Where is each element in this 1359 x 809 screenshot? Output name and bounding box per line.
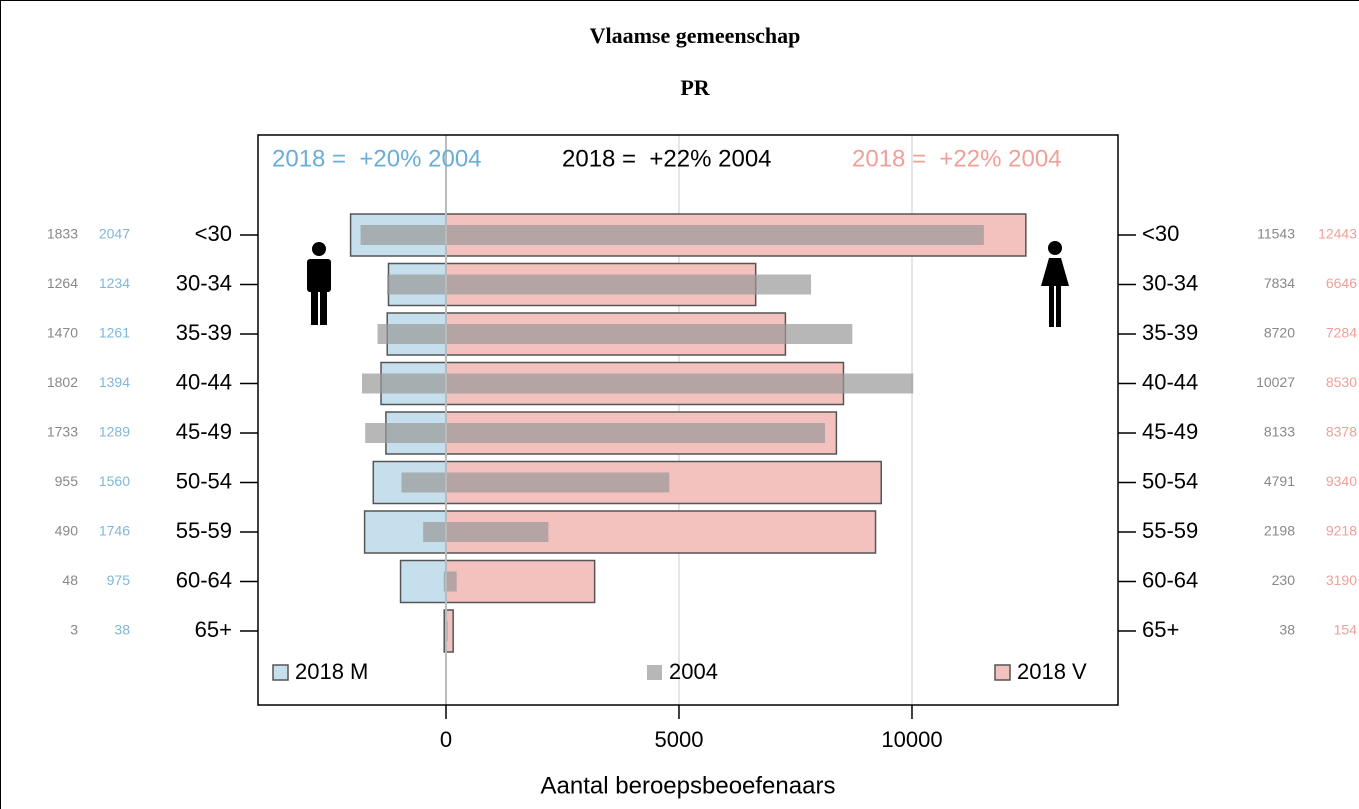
legend-swatch bbox=[272, 664, 289, 681]
data-label: 490 bbox=[55, 523, 79, 539]
data-label: 2047 bbox=[99, 226, 130, 242]
legend-label: 2004 bbox=[669, 659, 718, 684]
data-label: 10027 bbox=[1256, 374, 1295, 390]
y-tick-label: 65+ bbox=[195, 617, 232, 642]
bar-2004-m bbox=[401, 472, 446, 493]
data-label: 4791 bbox=[1264, 473, 1295, 489]
y-tick-label: 60-64 bbox=[176, 567, 232, 592]
data-label: 1746 bbox=[99, 523, 130, 539]
bar-2004-v bbox=[445, 324, 853, 344]
data-label: 1470 bbox=[47, 325, 78, 341]
bar-2018-v bbox=[445, 559, 596, 604]
data-label: 1833 bbox=[47, 226, 78, 242]
y-tick-label: 40-44 bbox=[1142, 369, 1198, 394]
bar-2004-m bbox=[362, 373, 446, 394]
y-tick-label: 45-49 bbox=[176, 419, 232, 444]
data-label: 8378 bbox=[1326, 424, 1357, 440]
data-label: 3190 bbox=[1326, 572, 1357, 588]
bar-2004-v bbox=[445, 423, 825, 443]
y-tick-label: 60-64 bbox=[1142, 567, 1198, 592]
data-label: 1394 bbox=[99, 374, 130, 390]
data-label: 11543 bbox=[1257, 226, 1295, 242]
data-label: 9340 bbox=[1326, 473, 1357, 489]
bar-2004-m bbox=[360, 225, 446, 245]
bar-2004-m bbox=[365, 423, 446, 443]
man-icon bbox=[307, 242, 331, 325]
data-label: 975 bbox=[107, 572, 131, 588]
data-label: 7834 bbox=[1264, 275, 1295, 291]
data-label: 1261 bbox=[99, 325, 130, 341]
data-label: 2198 bbox=[1264, 523, 1295, 539]
x-tick-label: 5000 bbox=[655, 727, 704, 752]
data-label: 38 bbox=[1279, 622, 1295, 638]
y-tick-label: 55-59 bbox=[1142, 518, 1198, 543]
data-label: 8133 bbox=[1264, 424, 1295, 440]
legend-swatch bbox=[647, 665, 662, 680]
bar-2004-v bbox=[445, 522, 549, 542]
data-label: 1733 bbox=[47, 424, 78, 440]
bar-2018-m bbox=[399, 559, 447, 604]
data-label: 3 bbox=[70, 622, 78, 638]
data-label: 7284 bbox=[1326, 325, 1357, 341]
data-label: 1560 bbox=[99, 473, 130, 489]
bar-2004-m bbox=[443, 571, 446, 592]
bar-2004-v bbox=[445, 571, 457, 592]
bar-2004-v bbox=[445, 225, 984, 245]
data-label: 230 bbox=[1272, 572, 1296, 588]
x-tick-label: 0 bbox=[440, 727, 452, 752]
y-tick-label: <30 bbox=[1142, 221, 1179, 246]
plot-frame bbox=[257, 134, 1119, 706]
data-label: 38 bbox=[114, 622, 130, 638]
x-axis-label: Aantal beroepsbeoefenaars bbox=[541, 772, 836, 799]
annotation: 2018 = +22% 2004 bbox=[852, 145, 1062, 172]
data-label: 1264 bbox=[47, 275, 78, 291]
y-tick-label: 55-59 bbox=[176, 518, 232, 543]
data-label: 12443 bbox=[1318, 226, 1357, 242]
data-label: 1234 bbox=[99, 275, 130, 291]
data-label: 8720 bbox=[1264, 325, 1295, 341]
x-tick-label: 10000 bbox=[881, 727, 942, 752]
bar-2004-v bbox=[445, 472, 670, 493]
annotation: 2018 = +20% 2004 bbox=[272, 145, 482, 172]
y-tick-label: 30-34 bbox=[176, 270, 232, 295]
data-label: 154 bbox=[1334, 622, 1358, 638]
y-tick-label: 50-54 bbox=[176, 468, 232, 493]
bar-2004-m bbox=[377, 324, 446, 344]
annotation: 2018 = +22% 2004 bbox=[562, 145, 772, 172]
y-tick-label: 40-44 bbox=[176, 369, 232, 394]
y-tick-label: 50-54 bbox=[1142, 468, 1198, 493]
legend-label: 2018 M bbox=[295, 659, 368, 684]
data-label: 48 bbox=[62, 572, 78, 588]
data-label: 1289 bbox=[99, 424, 130, 440]
data-label: 955 bbox=[55, 473, 79, 489]
chart-title: Vlaamse gemeenschap bbox=[590, 23, 801, 48]
woman-icon bbox=[1041, 241, 1069, 327]
y-tick-label: 35-39 bbox=[1142, 320, 1198, 345]
bar-2004-v bbox=[445, 274, 812, 295]
data-label: 8530 bbox=[1326, 374, 1357, 390]
y-tick-label: 45-49 bbox=[1142, 419, 1198, 444]
y-tick-label: 65+ bbox=[1142, 617, 1179, 642]
bar-2004-v bbox=[445, 373, 914, 394]
chart-subtitle: PR bbox=[680, 75, 710, 100]
legend-swatch bbox=[994, 664, 1011, 681]
data-label: 1802 bbox=[47, 374, 78, 390]
data-label: 6646 bbox=[1326, 275, 1357, 291]
data-label: 9218 bbox=[1326, 523, 1357, 539]
bar-2004-m bbox=[423, 522, 446, 542]
y-tick-label: <30 bbox=[195, 221, 232, 246]
bar-2004-m bbox=[387, 274, 446, 295]
y-tick-label: 30-34 bbox=[1142, 270, 1198, 295]
legend-label: 2018 V bbox=[1017, 659, 1087, 684]
y-tick-label: 35-39 bbox=[176, 320, 232, 345]
